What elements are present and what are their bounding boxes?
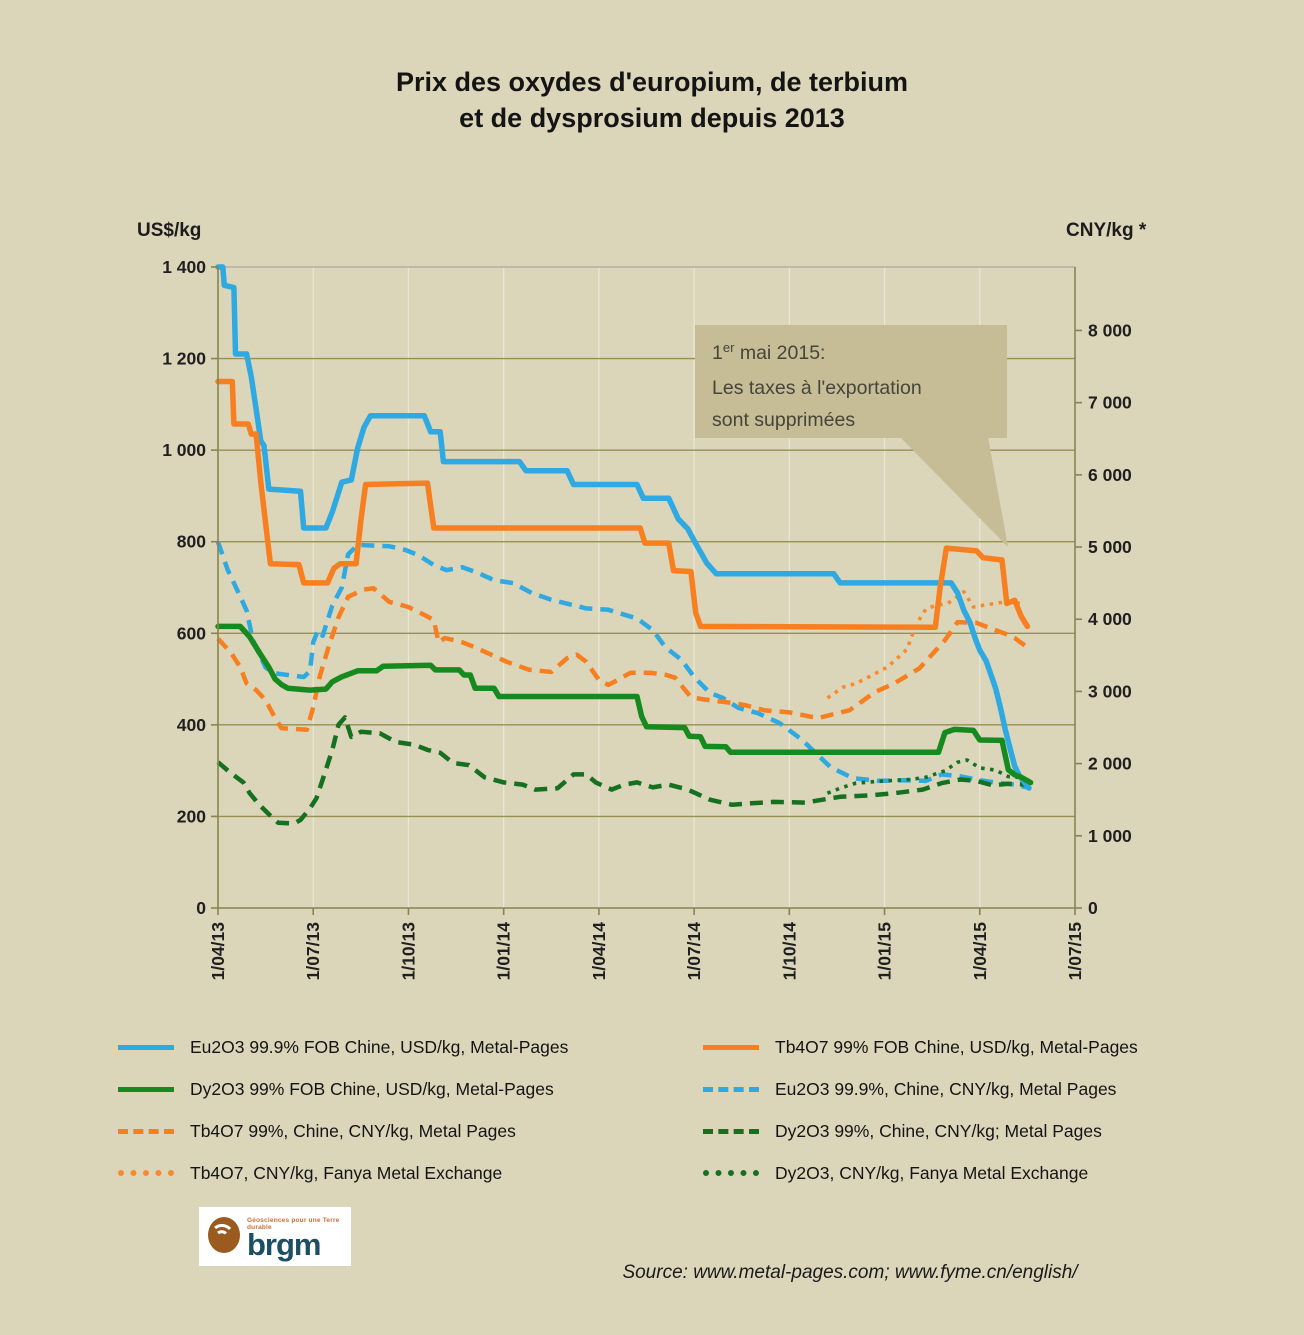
legend-label: Dy2O3 99% FOB Chine, USD/kg, Metal-Pages <box>190 1078 554 1099</box>
tb4o7-fanya-line <box>826 589 1022 700</box>
axes: 0 200 400 600 800 1 000 1 200 1 400 0 1 000 2 000 3… <box>162 257 1132 980</box>
left-axis-title: US$/kg <box>137 220 202 241</box>
legend-label: Dy2O3 99%, Chine, CNY/kg; Metal Pages <box>775 1120 1102 1141</box>
legend-label: Eu2O3 99.9% FOB Chine, USD/kg, Metal-Pag… <box>190 1036 569 1057</box>
right-tick-label: 0 <box>1088 898 1098 918</box>
left-tick-label: 1 200 <box>162 349 206 369</box>
x-tick-label: 1/10/14 <box>779 922 799 981</box>
left-tick-label: 1 400 <box>162 257 206 277</box>
brgm-tagline: Géosciences pour une Terre durable <box>247 1217 340 1231</box>
x-tick-label: 1/04/14 <box>589 922 609 981</box>
right-tick-label: 2 000 <box>1088 754 1132 774</box>
legend-item-eu2o3-cny: Eu2O3 99.9%, Chine, CNY/kg, Metal Pages <box>703 1068 1208 1110</box>
x-tick-label: 1/07/15 <box>1065 922 1085 981</box>
left-tick-label: 400 <box>177 715 206 735</box>
legend-label: Tb4O7, CNY/kg, Fanya Metal Exchange <box>190 1162 503 1183</box>
legend-swatch-blue-solid <box>118 1044 174 1050</box>
callout-line-1: 1er mai 2015: <box>712 340 825 364</box>
callout: 1er mai 2015: Les taxes à l'exportation s… <box>695 325 1008 547</box>
x-tick-label: 1/01/14 <box>494 922 514 981</box>
x-tick-label: 1/07/13 <box>303 922 323 981</box>
legend-swatch-green-dashed <box>703 1128 759 1134</box>
right-tick-label: 8 000 <box>1088 320 1132 340</box>
legend-item-tb4o7-fanya: Tb4O7, CNY/kg, Fanya Metal Exchange <box>118 1152 703 1194</box>
right-tick-label: 6 000 <box>1088 465 1132 485</box>
x-tick-label: 1/07/14 <box>684 922 704 981</box>
chart-legend: Eu2O3 99.9% FOB Chine, USD/kg, Metal-Pag… <box>118 1026 1228 1194</box>
legend-item-dy2o3-cny: Dy2O3 99%, Chine, CNY/kg; Metal Pages <box>703 1110 1208 1152</box>
brgm-logo: Géosciences pour une Terre durable brgm <box>199 1207 351 1266</box>
right-tick-label: 5 000 <box>1088 537 1132 557</box>
callout-tail <box>900 437 1008 547</box>
legend-swatch-orange-dashed <box>118 1128 174 1134</box>
x-tick-label: 1/10/13 <box>398 922 418 981</box>
brgm-brand: brgm <box>247 1227 322 1262</box>
price-line-chart: 1er mai 2015: Les taxes à l'exportation s… <box>162 257 1132 980</box>
tb4o7-usd-line <box>215 378 1031 631</box>
tb4o7-cny-line <box>216 585 1029 732</box>
brgm-globe-icon <box>208 1217 240 1253</box>
right-axis-title: CNY/kg * <box>1066 220 1147 241</box>
legend-label: Tb4O7 99% FOB Chine, USD/kg, Metal-Pages <box>775 1036 1138 1057</box>
callout-line-3: sont supprimées <box>712 409 855 431</box>
dy2o3-fanya-line <box>826 758 1019 795</box>
legend-item-tb4o7-cny: Tb4O7 99%, Chine, CNY/kg, Metal Pages <box>118 1110 703 1152</box>
legend-item-dy2o3-usd: Dy2O3 99% FOB Chine, USD/kg, Metal-Pages <box>118 1068 703 1110</box>
left-tick-label: 200 <box>177 806 206 826</box>
left-tick-label: 600 <box>177 623 206 643</box>
legend-swatch-blue-dashed <box>703 1086 759 1092</box>
x-tick-label: 1/04/15 <box>970 922 990 981</box>
x-tick-label: 1/01/15 <box>875 922 895 981</box>
legend-label: Tb4O7 99%, Chine, CNY/kg, Metal Pages <box>190 1120 516 1141</box>
callout-box <box>695 325 1007 438</box>
title-line-2: et de dysprosium depuis 2013 <box>459 103 845 134</box>
legend-swatch-green-solid <box>118 1086 174 1092</box>
legend-swatch-orange-solid <box>703 1044 759 1050</box>
legend-swatch-green-dotted <box>703 1170 759 1176</box>
legend-swatch-orange-dotted <box>118 1170 174 1176</box>
title-line-1: Prix des oxydes d'europium, de terbium <box>395 67 909 97</box>
right-tick-label: 4 000 <box>1088 609 1132 629</box>
right-tick-label: 1 000 <box>1088 826 1132 846</box>
legend-item-dy2o3-fanya: Dy2O3, CNY/kg, Fanya Metal Exchange <box>703 1152 1208 1194</box>
eu2o3-cny-line <box>215 541 1028 790</box>
brgm-text: Géosciences pour une Terre durable brgm <box>247 1217 345 1262</box>
dy2o3-cny-line <box>216 715 1028 826</box>
page-title: Prix des oxydes d'europium, de terbium e… <box>0 64 1304 137</box>
legend-item-eu2o3-usd: Eu2O3 99.9% FOB Chine, USD/kg, Metal-Pag… <box>118 1026 703 1068</box>
x-tick-label: 1/04/13 <box>208 922 228 981</box>
legend-item-tb4o7-usd: Tb4O7 99% FOB Chine, USD/kg, Metal-Pages <box>703 1026 1208 1068</box>
source-note: Source: www.metal-pages.com; www.fyme.cn… <box>622 1262 1078 1283</box>
series-lines <box>215 264 1034 826</box>
left-tick-label: 0 <box>196 898 206 918</box>
right-tick-label: 3 000 <box>1088 681 1132 701</box>
right-tick-label: 7 000 <box>1088 393 1132 413</box>
callout-line-2: Les taxes à l'exportation <box>712 377 922 399</box>
dy2o3-usd-line <box>215 623 1034 786</box>
left-tick-label: 1 000 <box>162 440 206 460</box>
legend-label: Eu2O3 99.9%, Chine, CNY/kg, Metal Pages <box>775 1078 1117 1099</box>
legend-label: Dy2O3, CNY/kg, Fanya Metal Exchange <box>775 1162 1089 1183</box>
left-tick-label: 800 <box>177 532 206 552</box>
eu2o3-usd-line <box>215 264 1032 791</box>
